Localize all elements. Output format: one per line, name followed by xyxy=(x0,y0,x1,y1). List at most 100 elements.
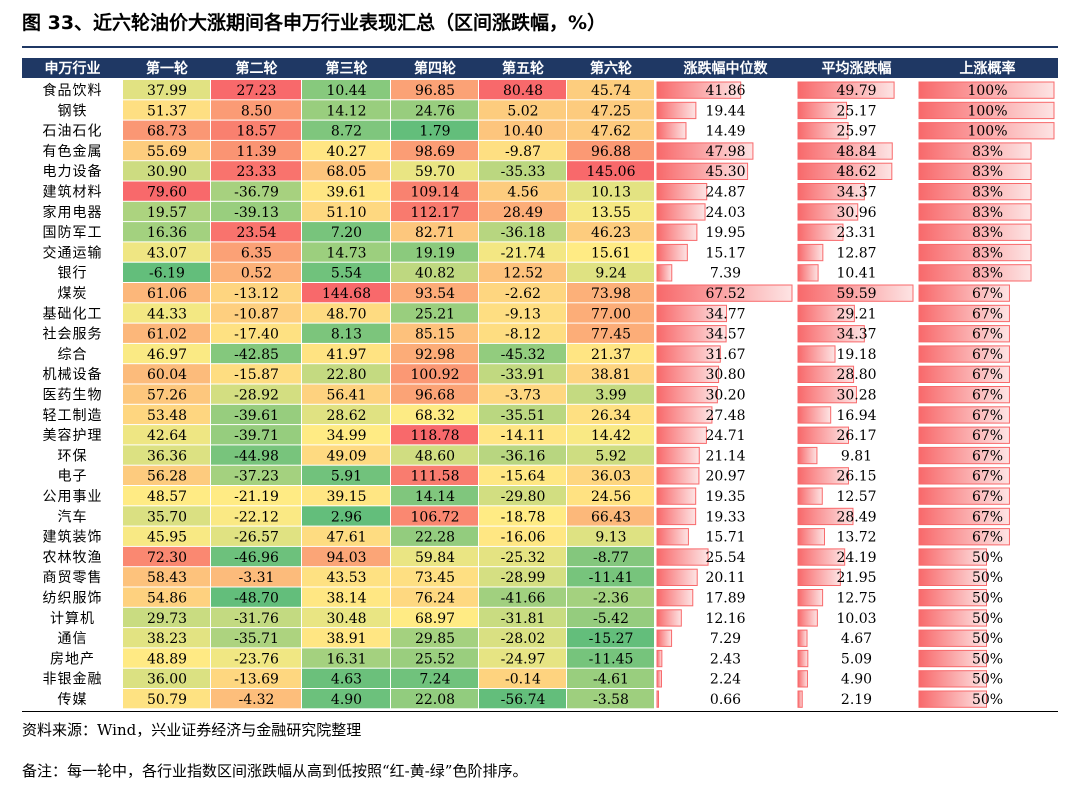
heat-cell-value: -31.76 xyxy=(234,611,279,627)
probability-bar xyxy=(918,406,1010,424)
heat-cell xyxy=(302,222,390,242)
heat-cell-value: 76.24 xyxy=(415,591,455,607)
heat-cell-value: 28.49 xyxy=(503,205,543,221)
heat-cell xyxy=(123,689,210,709)
probability-bar xyxy=(918,670,987,688)
heat-cell xyxy=(391,303,478,323)
probability-bar xyxy=(918,101,1055,120)
heat-cell-value: -29.80 xyxy=(501,489,546,505)
median-bar xyxy=(656,467,700,485)
heat-cell xyxy=(391,222,478,242)
heat-cell xyxy=(567,384,654,404)
heat-cell xyxy=(211,445,301,465)
probability-value: 67% xyxy=(972,367,1003,383)
heat-cell-value: -8.77 xyxy=(593,550,629,566)
heat-cell xyxy=(567,303,654,323)
heat-cell-value: 41.97 xyxy=(326,347,366,363)
probability-value: 100% xyxy=(967,124,1007,140)
probability-value: 67% xyxy=(972,428,1003,444)
mean-bar xyxy=(797,487,823,505)
heat-cell xyxy=(211,100,301,120)
heat-cell xyxy=(123,303,210,323)
mean-bar xyxy=(797,264,819,282)
heat-cell xyxy=(302,526,390,546)
heat-cell xyxy=(211,80,301,100)
heat-cell xyxy=(211,343,301,364)
heat-cell xyxy=(123,465,210,485)
median-bar xyxy=(656,426,707,444)
heat-cell xyxy=(391,343,478,364)
heat-cell xyxy=(391,181,478,201)
remark-note: 备注：每一轮中，各行业指数区间涨跌幅从高到低按照“红-黄-绿”色阶排序。 xyxy=(22,762,528,780)
probability-value: 50% xyxy=(972,651,1003,667)
heat-cell xyxy=(479,689,566,709)
heat-cell xyxy=(391,668,478,688)
probability-value: 83% xyxy=(972,144,1003,160)
heat-cell-value: 36.03 xyxy=(591,469,631,485)
heat-cell-value: 40.27 xyxy=(326,144,366,160)
heat-cell-value: -3.58 xyxy=(593,692,629,708)
median-bar xyxy=(656,203,706,221)
heat-cell-value: 45.95 xyxy=(147,530,187,546)
heat-cell-value: 100.92 xyxy=(411,367,460,383)
column-header: 第六轮 xyxy=(590,60,632,77)
heat-cell xyxy=(391,567,478,587)
probability-value: 67% xyxy=(972,286,1003,302)
heat-cell-value: 29.85 xyxy=(415,631,455,647)
mean-value: 29.21 xyxy=(836,306,876,322)
heat-cell xyxy=(479,161,566,181)
column-header: 平均涨跌幅 xyxy=(822,60,892,77)
heat-cell-value: -16.06 xyxy=(501,530,546,546)
heat-cell xyxy=(567,201,654,222)
probability-value: 67% xyxy=(972,489,1003,505)
heat-cell-value: 109.14 xyxy=(411,185,460,201)
median-value: 14.49 xyxy=(705,124,745,140)
heat-cell-value: 61.02 xyxy=(147,327,187,343)
heat-cell-value: 0.52 xyxy=(241,266,272,282)
industry-label: 银行 xyxy=(58,266,88,282)
heat-cell xyxy=(211,607,301,628)
heat-cell-value: -36.79 xyxy=(234,185,279,201)
probability-value: 50% xyxy=(972,692,1003,708)
mean-bar xyxy=(797,528,825,546)
heat-cell-value: 30.90 xyxy=(147,164,187,180)
heat-cell-value: 96.88 xyxy=(591,144,631,160)
median-bar xyxy=(656,386,718,404)
heat-cell-value: 48.70 xyxy=(326,306,366,322)
industry-label: 家用电器 xyxy=(43,204,103,221)
probability-bar xyxy=(918,548,987,566)
heat-cell-value: -24.97 xyxy=(501,651,546,667)
heat-cell-value: 8.50 xyxy=(241,103,272,119)
heat-cell xyxy=(567,181,654,201)
heat-cell-value: 85.15 xyxy=(415,327,455,343)
heat-cell-value: 21.37 xyxy=(591,347,631,363)
heat-cell xyxy=(123,364,210,384)
heat-cell-value: 10.13 xyxy=(591,185,631,201)
heat-cell-value: 5.02 xyxy=(507,103,538,119)
median-value: 34.77 xyxy=(705,306,745,322)
heat-cell xyxy=(391,648,478,668)
mean-value: 30.28 xyxy=(836,388,876,404)
mean-bar xyxy=(797,183,865,201)
mean-bar xyxy=(797,122,849,140)
heat-cell xyxy=(302,323,390,343)
mean-bar xyxy=(797,670,808,688)
probability-bar xyxy=(918,487,1010,505)
probability-value: 50% xyxy=(972,611,1003,627)
heat-cell xyxy=(211,364,301,384)
heat-cell xyxy=(123,546,210,567)
figure-title: 图 33、近六轮油价大涨期间各申万行业表现汇总（区间涨跌幅，%） xyxy=(22,12,607,34)
column-header: 第三轮 xyxy=(326,60,368,77)
heat-cell xyxy=(211,486,301,506)
median-bar xyxy=(656,589,694,607)
heat-cell xyxy=(567,486,654,506)
heat-cell-value: 38.81 xyxy=(591,367,631,383)
probability-bar xyxy=(918,81,1055,99)
heat-cell-value: -11.45 xyxy=(589,651,634,667)
probability-value: 67% xyxy=(972,448,1003,464)
mean-value: 34.37 xyxy=(836,185,876,201)
heat-cell xyxy=(479,404,566,425)
heat-cell-value: -3.73 xyxy=(505,388,541,404)
heat-cell-value: 9.24 xyxy=(595,266,626,282)
heat-cell xyxy=(479,628,566,648)
